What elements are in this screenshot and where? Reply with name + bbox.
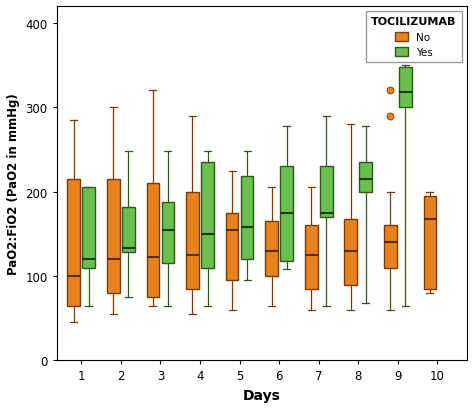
Bar	[384, 226, 397, 268]
Y-axis label: PaO2:FiO2 (PaO2 in mmHg): PaO2:FiO2 (PaO2 in mmHg)	[7, 93, 20, 274]
Bar	[201, 163, 214, 268]
X-axis label: Days: Days	[243, 388, 281, 402]
Bar	[122, 207, 135, 253]
Bar	[359, 163, 372, 192]
Bar	[162, 202, 174, 264]
Bar	[186, 192, 199, 289]
Bar	[82, 188, 95, 268]
Bar	[280, 167, 293, 261]
Bar	[305, 226, 318, 289]
Bar	[424, 196, 436, 289]
Bar	[107, 180, 119, 293]
Bar	[399, 67, 411, 108]
Bar	[320, 167, 333, 218]
Bar	[345, 219, 357, 285]
Bar	[265, 222, 278, 276]
Legend: No, Yes: No, Yes	[366, 12, 462, 63]
Bar	[67, 180, 80, 306]
Bar	[226, 213, 238, 281]
Bar	[241, 177, 254, 260]
Bar	[146, 184, 159, 297]
